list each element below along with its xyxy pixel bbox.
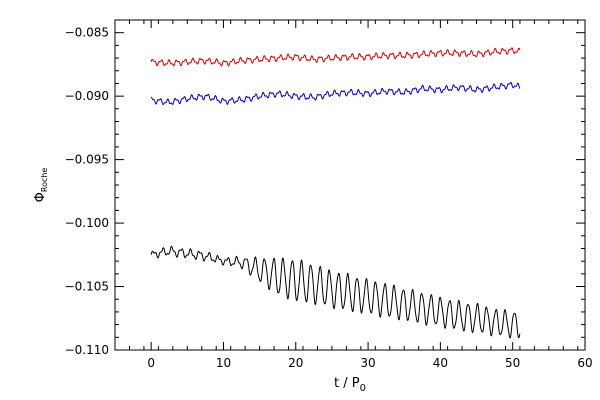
- x-axis-title-subscript: 0: [360, 383, 366, 394]
- x-tick-label: 40: [433, 356, 448, 370]
- x-tick-label: 10: [216, 356, 231, 370]
- y-tick-label: −0.095: [65, 153, 109, 167]
- y-tick-label: −0.100: [65, 216, 109, 230]
- x-tick-label: 50: [505, 356, 520, 370]
- y-axis-title-subscript: Roche: [40, 168, 49, 193]
- y-tick-label: −0.090: [65, 89, 109, 103]
- x-axis-title-main: t / P: [334, 376, 360, 391]
- y-axis-title-main: Φ: [33, 192, 48, 202]
- x-tick-label: 60: [577, 356, 592, 370]
- x-axis-title: t / P0: [334, 376, 366, 394]
- series-layer: [150, 47, 521, 339]
- y-tick-label: −0.110: [65, 343, 109, 357]
- x-tick-label: 0: [147, 356, 155, 370]
- y-tick-label: −0.105: [65, 280, 109, 294]
- y-axis-title: ΦRoche: [33, 168, 49, 203]
- x-tick-label: 30: [360, 356, 375, 370]
- ticks-layer: [114, 20, 586, 351]
- y-tick-label: −0.085: [65, 26, 109, 40]
- y-axis-title-group: ΦRoche: [33, 168, 49, 203]
- series-line-1: [150, 47, 521, 67]
- series-line-3: [150, 245, 521, 339]
- x-tick-label: 20: [288, 356, 303, 370]
- series-line-2: [150, 81, 521, 106]
- tick-labels-layer: 0 10 20 30 40 50 60 −0.085 −0.090 −0.095 −0.100 −0.…: [65, 26, 593, 370]
